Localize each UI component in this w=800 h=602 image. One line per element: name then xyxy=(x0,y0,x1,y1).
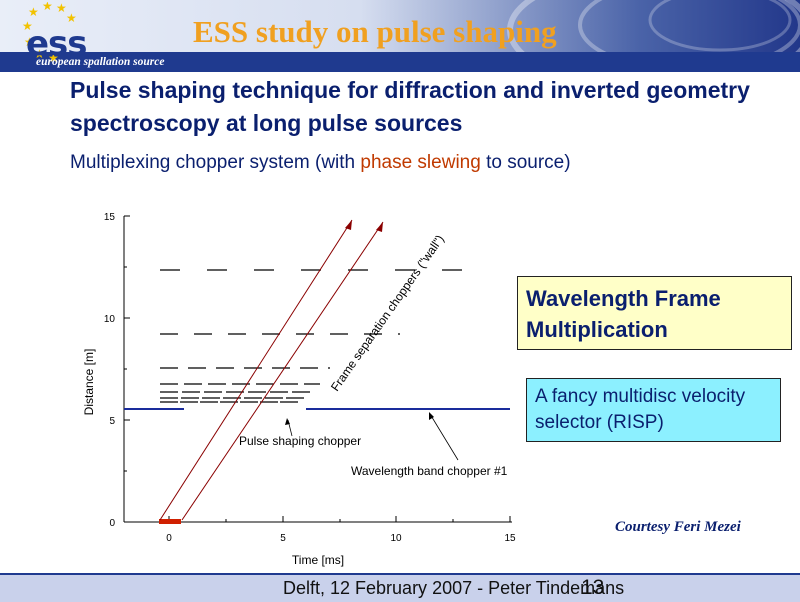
x-tick-0: 0 xyxy=(166,533,172,544)
pointer-arrow-icon xyxy=(285,418,290,425)
logo-text: ess xyxy=(26,24,88,64)
slide-title: ESS study on pulse shaping xyxy=(193,14,557,49)
frame-choppers-label: Frame separation choppers ("wall") xyxy=(328,232,447,393)
x-tick-15: 15 xyxy=(504,533,516,544)
stars-icon: ★ ★ ★★ ★★ ★ ★ xyxy=(22,2,77,62)
y-tick-10: 10 xyxy=(104,314,116,325)
ess-logo: ★ ★ ★ ★ ★ ★ ★ ★ ess european spallation sour… xyxy=(4,2,172,70)
svg-text:★: ★ xyxy=(34,47,45,61)
pulse-chopper-label: Pulse shaping chopper xyxy=(239,434,361,448)
pointer-arrow-icon xyxy=(429,412,434,420)
page-number: 13 xyxy=(581,576,605,599)
svg-text:★: ★ xyxy=(42,2,53,13)
svg-text:★: ★ xyxy=(24,35,35,49)
footer-bar xyxy=(0,573,800,602)
svg-text:★: ★ xyxy=(48,51,59,62)
band-chopper-pointer xyxy=(429,413,459,461)
header-band xyxy=(0,52,800,72)
arrow-icon xyxy=(345,220,352,230)
svg-text:★: ★ xyxy=(28,5,39,19)
source-pulse xyxy=(159,519,181,524)
velocity-selector-box: A fancy multidisc velocity selector (RIS… xyxy=(526,378,781,442)
logo-subtitle: european spallation source xyxy=(36,56,165,68)
x-tick-5: 5 xyxy=(280,533,286,544)
svg-text:★: ★ xyxy=(66,11,77,25)
courtesy-note: Courtesy Feri Mezei xyxy=(615,519,741,535)
subheading: Multiplexing chopper system (with phase … xyxy=(70,152,571,174)
neutron-trajectories xyxy=(159,219,384,521)
page-heading: Pulse shaping technique for diffraction … xyxy=(70,77,750,136)
arrow-icon xyxy=(376,222,383,232)
x-axis-label: Time [ms] xyxy=(292,553,344,567)
subheading-highlight: phase slewing xyxy=(360,152,481,173)
wavelength-frame-box: Wavelength Frame Multiplication xyxy=(517,276,792,350)
frame-separation-choppers xyxy=(160,269,470,403)
band-chopper-label: Wavelength band chopper #1 xyxy=(351,464,508,478)
y-tick-5: 5 xyxy=(109,416,115,427)
x-tick-10: 10 xyxy=(390,533,402,544)
subheading-pre: Multiplexing chopper system (with xyxy=(70,152,361,173)
footer-text: Delft, 12 February 2007 - Peter Tindeman… xyxy=(283,578,625,598)
y-tick-15: 15 xyxy=(104,212,116,223)
header-banner xyxy=(0,0,800,72)
y-tick-marks xyxy=(124,215,130,523)
svg-text:★: ★ xyxy=(22,19,33,33)
y-axis-label: Distance [m] xyxy=(82,349,96,416)
subheading-post: to source) xyxy=(480,152,571,173)
x-tick-marks xyxy=(168,516,511,522)
y-tick-0: 0 xyxy=(109,518,115,529)
svg-text:★: ★ xyxy=(56,2,67,15)
